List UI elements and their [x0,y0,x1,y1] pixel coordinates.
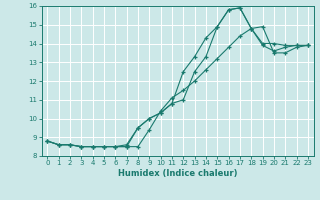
X-axis label: Humidex (Indice chaleur): Humidex (Indice chaleur) [118,169,237,178]
